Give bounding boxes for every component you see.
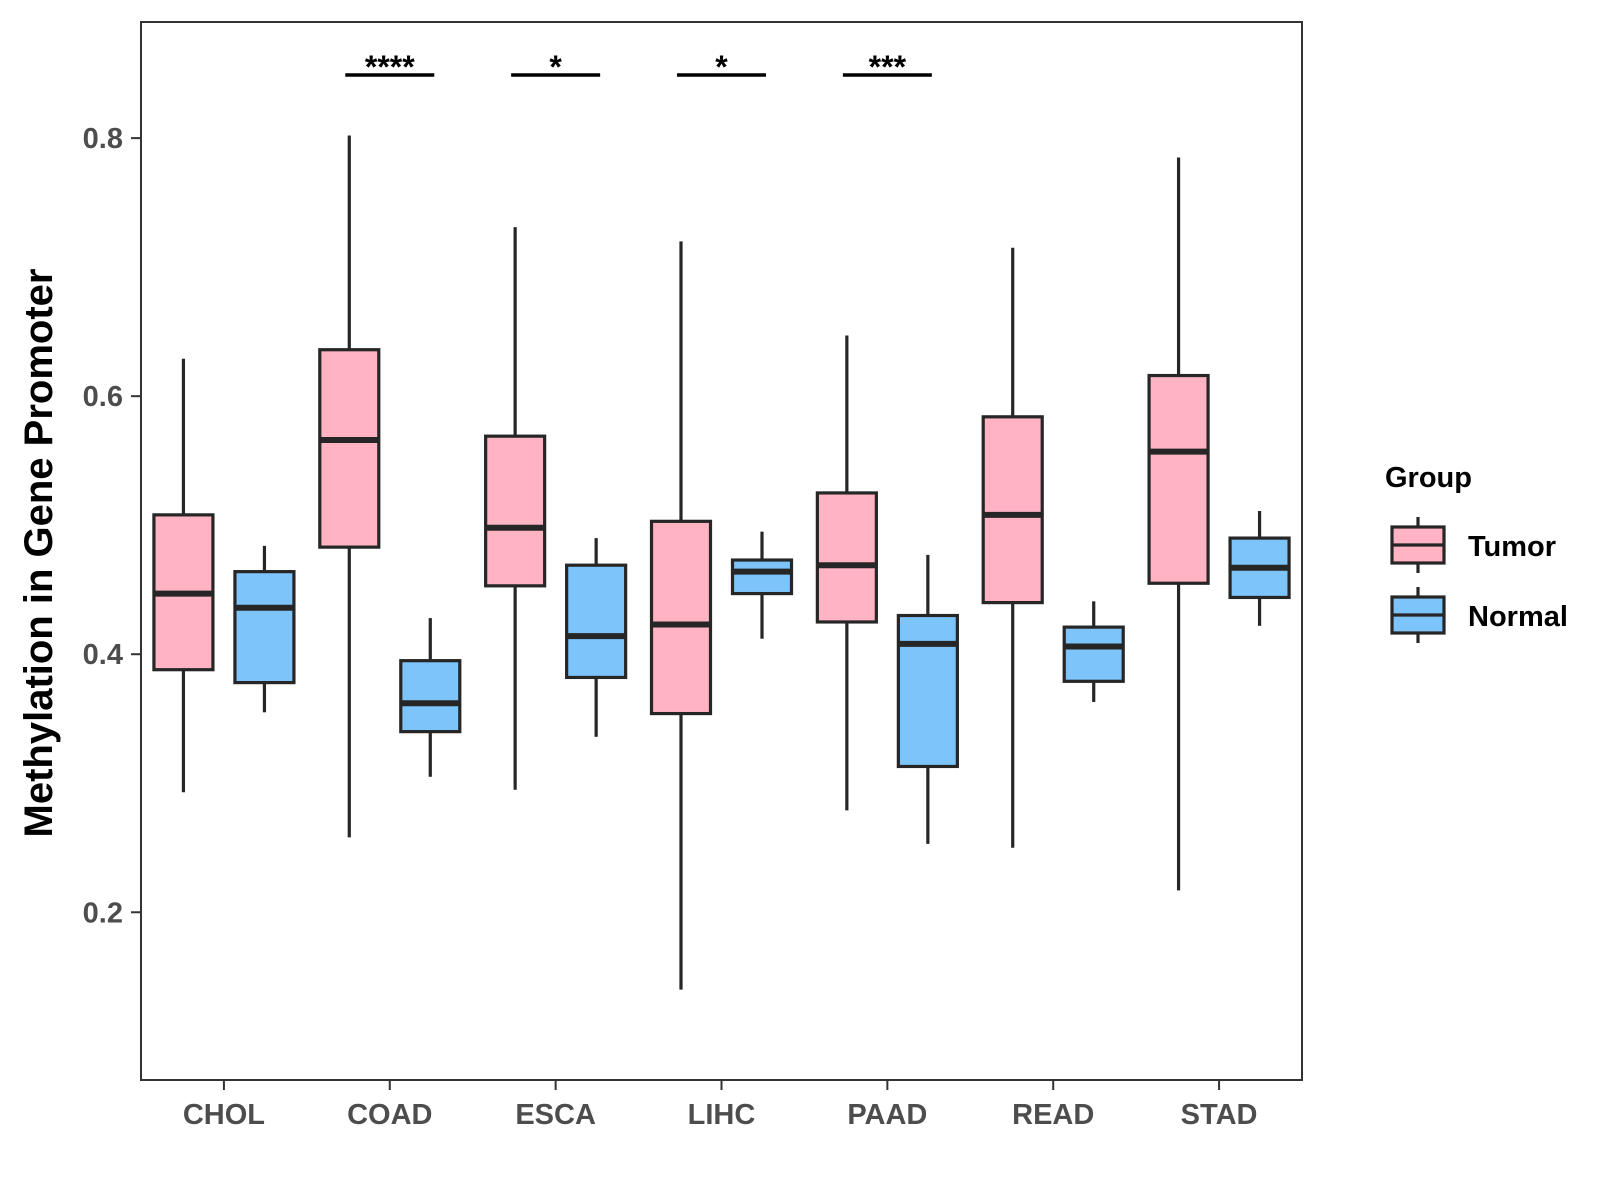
legend: Group Tumor Normal — [1385, 462, 1568, 643]
significance-esca-label: * — [549, 49, 562, 85]
x-tick-label: READ — [1012, 1099, 1094, 1131]
legend-label-normal: Normal — [1468, 601, 1568, 633]
normal-esca-box — [565, 563, 628, 680]
normal-lihc-box — [730, 558, 794, 596]
tumor-read-box — [981, 415, 1044, 605]
legend-title: Group — [1385, 462, 1472, 494]
plot-area: 0.2 0.4 0.6 0.8 CHOL COAD ESCA LIHC PAAD READ STAD… — [83, 21, 1303, 1131]
y-axis-title: Methylation in Gene Promoter — [17, 269, 61, 838]
panel-border — [140, 21, 1303, 1081]
legend-key-normal — [1390, 587, 1446, 643]
normal-chol-box — [233, 570, 296, 685]
significance-coad-label: **** — [365, 49, 415, 85]
tumor-coad-box — [318, 348, 381, 549]
y-tick-label: 0.2 — [83, 897, 123, 929]
y-tick-label: 0.8 — [83, 123, 123, 155]
tumor-stad-box — [1147, 373, 1210, 585]
significance-paad-label: *** — [869, 49, 907, 85]
x-tick-label: COAD — [347, 1099, 432, 1131]
tumor-paad-box — [815, 491, 878, 624]
normal-paad-box — [896, 613, 959, 769]
y-tick-label: 0.4 — [83, 639, 123, 671]
normal-coad-box — [399, 659, 462, 734]
legend-label-tumor: Tumor — [1468, 531, 1556, 563]
x-tick-label: CHOL — [183, 1099, 265, 1131]
tumor-esca-box — [484, 434, 547, 588]
x-tick-label: LIHC — [688, 1099, 756, 1131]
significance-lihc-label: * — [715, 49, 728, 85]
normal-read-box — [1062, 625, 1125, 683]
legend-key-tumor — [1390, 517, 1446, 573]
x-tick-label: PAAD — [847, 1099, 927, 1131]
tumor-lihc-box — [649, 519, 713, 716]
x-tick-label: ESCA — [515, 1099, 596, 1131]
x-tick-label: STAD — [1181, 1099, 1258, 1131]
y-tick-label: 0.6 — [83, 381, 123, 413]
